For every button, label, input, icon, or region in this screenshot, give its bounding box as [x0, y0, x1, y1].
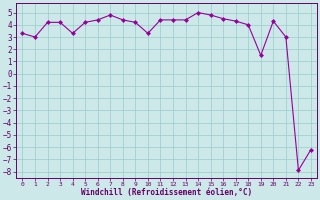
X-axis label: Windchill (Refroidissement éolien,°C): Windchill (Refroidissement éolien,°C): [81, 188, 252, 197]
